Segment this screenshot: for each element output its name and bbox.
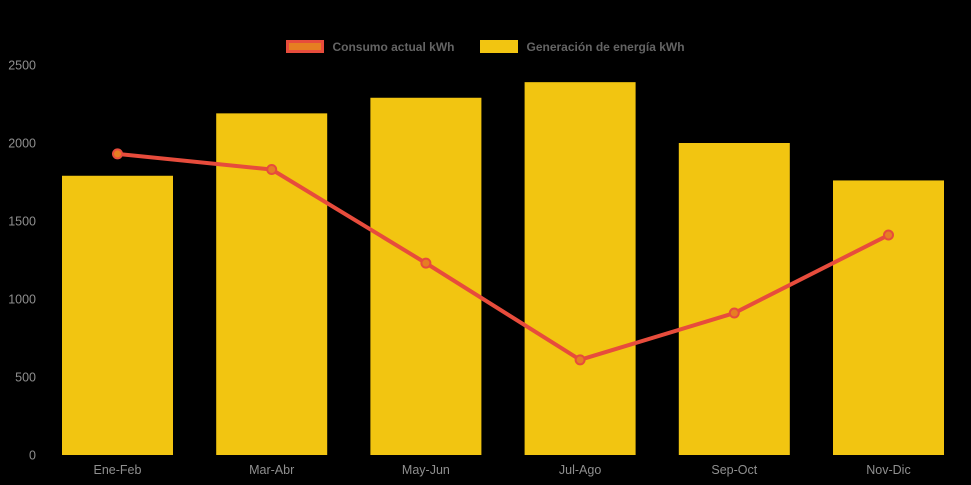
chart-legend: Consumo actual kWh Generación de energía… xyxy=(0,40,971,53)
legend-item-generacion[interactable]: Generación de energía kWh xyxy=(480,39,685,54)
generacion-swatch-icon xyxy=(480,40,519,53)
data-point-Ene-Feb xyxy=(112,148,123,160)
bar-Jul-Ago xyxy=(524,82,636,455)
bar-Sep-Oct xyxy=(678,143,790,455)
data-point-Sep-Oct xyxy=(728,307,740,319)
bar-May-Jun xyxy=(370,97,482,455)
legend-label-consumo: Consumo actual kWh xyxy=(332,39,455,54)
y-tick-label: 500 xyxy=(15,371,36,385)
y-tick-label: 2000 xyxy=(8,137,36,151)
y-tick-label: 2500 xyxy=(8,59,36,73)
x-tick-label: Jul-Ago xyxy=(559,463,601,477)
x-tick-label: May-Jun xyxy=(402,463,450,477)
consumo-line xyxy=(115,151,891,362)
consumo-swatch-icon xyxy=(286,40,325,53)
data-point-May-Jun xyxy=(420,257,432,269)
x-tick-label: Mar-Abr xyxy=(249,463,294,477)
data-point-Jul-Ago xyxy=(574,354,586,366)
bar-Nov-Dic xyxy=(833,180,944,455)
x-tick-label: Ene-Feb xyxy=(94,463,142,477)
x-tick-label: Sep-Oct xyxy=(711,463,757,477)
legend-label-generacion: Generación de energía kWh xyxy=(526,39,685,54)
y-tick-label: 1500 xyxy=(8,215,36,229)
x-tick-label: Nov-Dic xyxy=(866,463,910,477)
legend-item-consumo[interactable]: Consumo actual kWh xyxy=(286,40,454,53)
bar-Ene-Feb xyxy=(62,175,173,455)
y-tick-label: 0 xyxy=(29,449,36,463)
data-point-Nov-Dic xyxy=(883,229,894,241)
y-tick-label: 1000 xyxy=(8,293,36,307)
data-point-Mar-Abr xyxy=(266,164,278,176)
